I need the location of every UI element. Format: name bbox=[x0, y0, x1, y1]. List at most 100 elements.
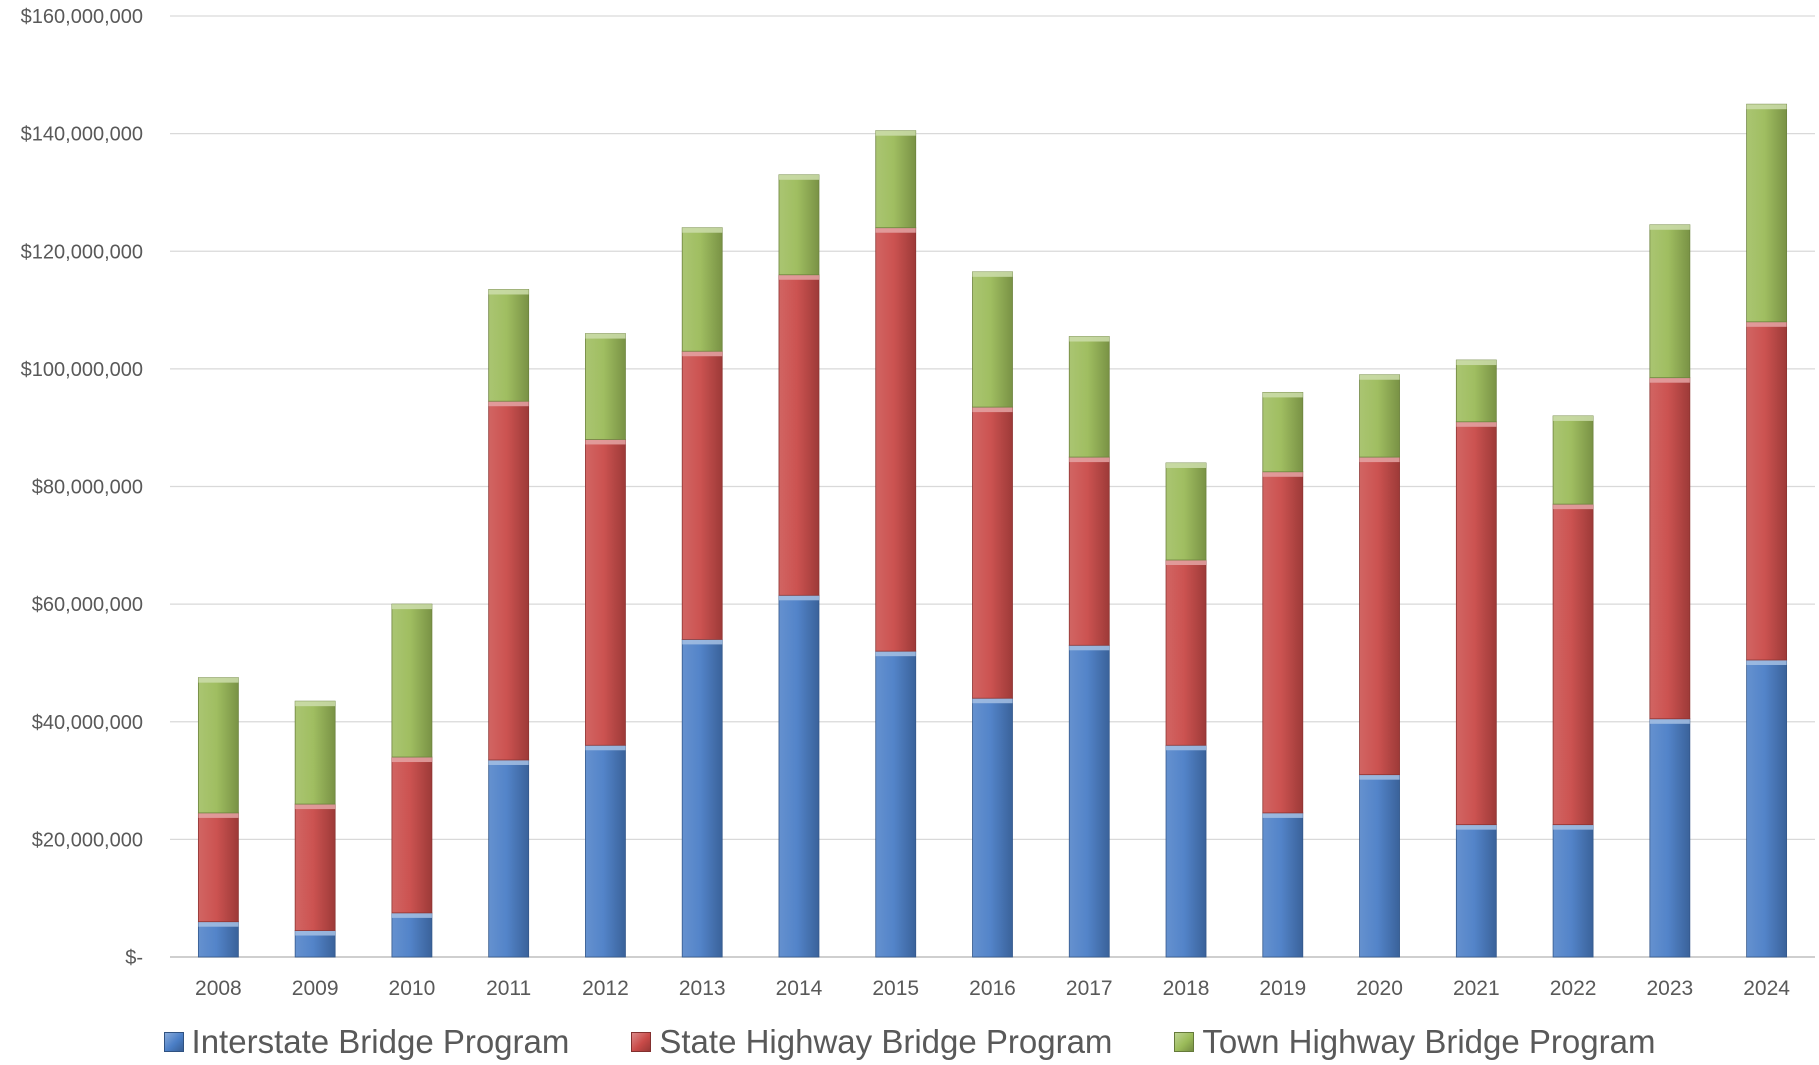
stacked-bar-chart: $- $20,000,000 $40,000,000 $60,000,000 $80,0… bbox=[21, 6, 1815, 1000]
bar-segment-highlight bbox=[585, 745, 626, 751]
bar-segment-highlight bbox=[488, 289, 529, 295]
bar-segment-highlight bbox=[1166, 560, 1207, 566]
bar-segment-interstate bbox=[681, 639, 723, 958]
bar-segment-highlight bbox=[1456, 360, 1497, 366]
y-tick-label: $60,000,000 bbox=[32, 594, 143, 616]
bar-segment-highlight bbox=[778, 274, 819, 280]
bar-segment-state-highway bbox=[488, 400, 530, 761]
bar-segment-highlight bbox=[875, 130, 916, 136]
y-tick-label: $40,000,000 bbox=[32, 712, 143, 734]
y-axis-ticks: $- $20,000,000 $40,000,000 $60,000,000 $80,0… bbox=[21, 6, 143, 969]
bar-segment-town-highway bbox=[1262, 391, 1304, 473]
x-tick-label: 2024 bbox=[1743, 977, 1790, 1000]
bar-segment-interstate bbox=[1262, 812, 1304, 958]
bar-segment-interstate bbox=[197, 921, 239, 958]
bar-segment-highlight bbox=[1069, 457, 1110, 463]
x-tick-label: 2010 bbox=[389, 977, 436, 1000]
bar-segment-state-highway bbox=[1552, 503, 1594, 826]
bar-segment-state-highway bbox=[875, 227, 917, 652]
bar-segment-town-highway bbox=[488, 289, 530, 402]
bar-segment-state-highway bbox=[1359, 456, 1400, 776]
bar-segment-highlight bbox=[1166, 462, 1207, 468]
legend-label-interstate: Interstate Bridge Program bbox=[191, 1022, 570, 1060]
bar-segment-highlight bbox=[1553, 824, 1594, 830]
y-tick-label: $160,000,000 bbox=[21, 6, 143, 28]
bar-segment-highlight bbox=[1262, 392, 1303, 398]
x-tick-label: 2016 bbox=[969, 977, 1016, 1000]
bar-segment-interstate bbox=[488, 759, 530, 958]
bar-segment-highlight bbox=[972, 698, 1013, 704]
bar-segment-highlight bbox=[1649, 224, 1690, 230]
x-axis-ticks: 2008 2009 2010 2011 2012 2013 2014 2015 2016 2017… bbox=[195, 977, 1790, 1000]
x-tick-label: 2011 bbox=[486, 977, 531, 1000]
y-tick-label: $20,000,000 bbox=[32, 829, 143, 851]
x-tick-label: 2019 bbox=[1259, 977, 1306, 1000]
bar-segment-town-highway bbox=[391, 603, 433, 758]
x-tick-label: 2015 bbox=[872, 977, 919, 1000]
bar-segment-interstate bbox=[1165, 744, 1207, 958]
bar-segment-highlight bbox=[1746, 659, 1787, 665]
bar-segment-state-highway bbox=[197, 812, 239, 923]
bar-segment-interstate bbox=[972, 697, 1013, 958]
bar-segment-highlight bbox=[198, 812, 239, 818]
bar-segment-highlight bbox=[1069, 336, 1110, 342]
x-tick-label: 2020 bbox=[1356, 977, 1403, 1000]
bar-segment-state-highway bbox=[294, 803, 336, 931]
y-tick-label: $80,000,000 bbox=[32, 477, 143, 499]
bars bbox=[197, 103, 1788, 958]
bar-segment-state-highway bbox=[1068, 456, 1110, 646]
x-tick-label: 2014 bbox=[776, 977, 823, 1000]
legend: Interstate Bridge Program State Highway … bbox=[0, 1018, 1819, 1065]
bar-segment-highlight bbox=[778, 595, 819, 601]
bar-segment-state-highway bbox=[1649, 377, 1691, 720]
legend-item-interstate: Interstate Bridge Program bbox=[163, 1022, 570, 1061]
bar-segment-interstate bbox=[585, 744, 626, 958]
bar-segment-interstate bbox=[1455, 824, 1497, 958]
bar-segment-town-highway bbox=[1746, 103, 1788, 323]
bar-segment-state-highway bbox=[972, 406, 1013, 699]
bar-segment-highlight bbox=[1359, 457, 1400, 463]
y-tick-label: $120,000,000 bbox=[21, 241, 143, 263]
bar-segment-highlight bbox=[1746, 321, 1787, 327]
bar-segment-highlight bbox=[198, 677, 239, 683]
bar-segment-town-highway bbox=[1359, 374, 1400, 458]
bar-segment-highlight bbox=[1649, 377, 1690, 383]
bar-segment-highlight bbox=[682, 227, 723, 233]
y-tick-label: $- bbox=[125, 947, 143, 969]
bar-segment-highlight bbox=[682, 351, 723, 357]
bar-segment-highlight bbox=[875, 651, 916, 657]
bar-segment-town-highway bbox=[585, 333, 626, 440]
x-tick-label: 2021 bbox=[1453, 977, 1500, 1000]
bar-segment-highlight bbox=[391, 604, 432, 610]
bar-segment-state-highway bbox=[1262, 471, 1304, 814]
legend-label-town-highway: Town Highway Bridge Program bbox=[1202, 1022, 1656, 1060]
bar-segment-highlight bbox=[875, 227, 916, 233]
bar-segment-highlight bbox=[198, 921, 239, 927]
x-tick-label: 2012 bbox=[582, 977, 629, 1000]
bar-segment-town-highway bbox=[972, 271, 1013, 408]
bar-segment-highlight bbox=[1262, 471, 1303, 477]
bar-segment-highlight bbox=[488, 759, 529, 765]
x-tick-label: 2023 bbox=[1646, 977, 1693, 1000]
legend-swatch-interstate bbox=[163, 1031, 184, 1052]
bar-segment-town-highway bbox=[197, 677, 239, 814]
legend-item-town-highway: Town Highway Bridge Program bbox=[1174, 1023, 1655, 1061]
bar-segment-town-highway bbox=[1068, 336, 1110, 458]
bar-segment-highlight bbox=[295, 804, 336, 810]
x-tick-label: 2018 bbox=[1163, 977, 1210, 1000]
bar-segment-town-highway bbox=[1455, 359, 1497, 423]
bar-segment-highlight bbox=[1069, 645, 1110, 651]
x-tick-label: 2017 bbox=[1066, 977, 1113, 1000]
bar-segment-highlight bbox=[1262, 812, 1303, 818]
bar-segment-interstate bbox=[1552, 824, 1594, 958]
bar-segment-highlight bbox=[1746, 104, 1787, 110]
x-tick-label: 2009 bbox=[292, 977, 339, 1000]
bar-segment-highlight bbox=[391, 757, 432, 763]
legend-swatch-town-highway bbox=[1174, 1031, 1195, 1052]
bar-segment-interstate bbox=[1068, 644, 1110, 958]
bar-segment-highlight bbox=[1359, 774, 1400, 780]
bar-segment-highlight bbox=[585, 439, 626, 445]
bar-segment-town-highway bbox=[1552, 415, 1594, 505]
bar-segment-state-highway bbox=[585, 439, 626, 746]
y-tick-label: $140,000,000 bbox=[21, 124, 143, 146]
